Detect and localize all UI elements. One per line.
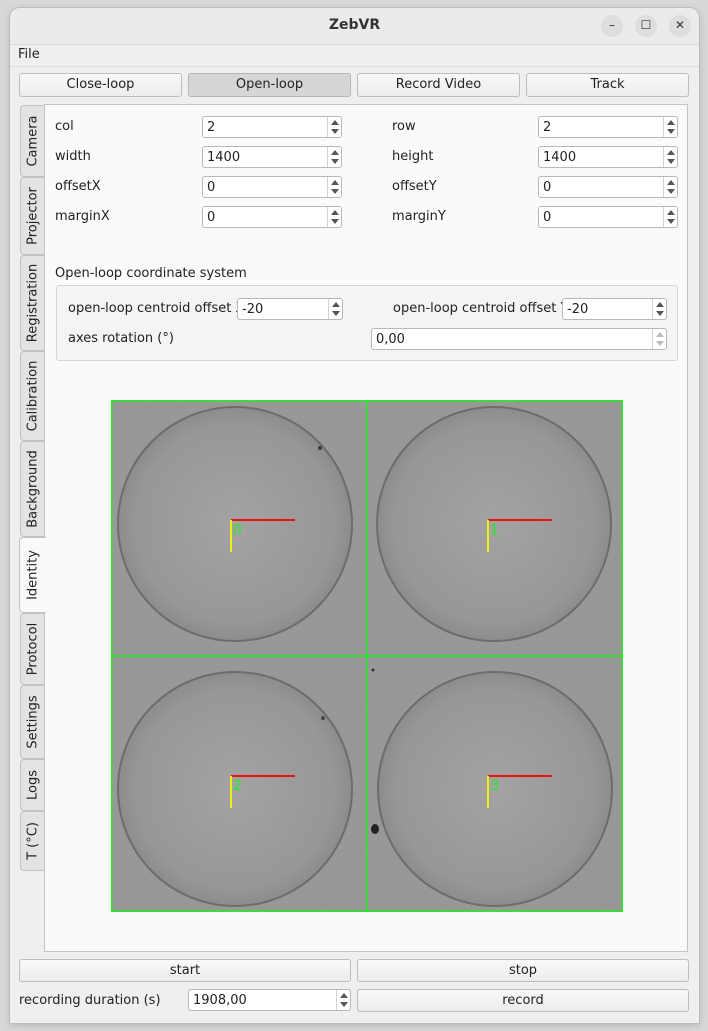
record-video-button[interactable]: Record Video — [357, 73, 520, 97]
row-spinbox[interactable]: 2 — [538, 116, 678, 138]
offsetx-label: offsetX — [55, 179, 101, 194]
well-2: 2 — [117, 671, 353, 907]
tab-projector[interactable]: Projector — [20, 177, 45, 255]
tab-calibration[interactable]: Calibration — [20, 351, 45, 441]
tab-settings[interactable]: Settings — [20, 685, 45, 759]
rotation-spinbox[interactable]: 0,00 — [371, 328, 667, 350]
close-button[interactable]: ✕ — [669, 15, 691, 37]
record-button[interactable]: record — [357, 989, 689, 1012]
centroid-x-spinbox[interactable]: -20 — [237, 298, 343, 320]
marginy-label: marginY — [392, 209, 446, 224]
centroid-y-spinbox[interactable]: -20 — [562, 298, 667, 320]
menu-bar: File — [10, 45, 699, 67]
maximize-button[interactable]: ☐ — [635, 15, 657, 37]
tab-camera[interactable]: Camera — [20, 105, 45, 177]
camera-image: 0 1 2 3 — [111, 400, 623, 912]
identity-panel: col 2 row 2 width 1400 height 1400 offse… — [44, 104, 688, 952]
tab-protocol[interactable]: Protocol — [20, 613, 45, 685]
col-spinbox[interactable]: 2 — [202, 116, 342, 138]
grid-border — [111, 400, 623, 912]
minimize-button[interactable]: – — [601, 15, 623, 37]
recording-duration-spinbox[interactable]: 1908,00 — [188, 989, 351, 1011]
well-3: 3 — [377, 671, 613, 907]
well-3-id: 3 — [490, 778, 499, 794]
offsetx-spinbox[interactable]: 0 — [202, 176, 342, 198]
width-spinbox[interactable]: 1400 — [202, 146, 342, 168]
well-0: 0 — [117, 406, 353, 642]
well-0-id: 0 — [233, 522, 242, 538]
start-button[interactable]: start — [19, 959, 351, 982]
tab-registration[interactable]: Registration — [20, 255, 45, 351]
window-title: ZebVR — [328, 17, 381, 33]
width-label: width — [55, 149, 91, 164]
offsety-label: offsetY — [392, 179, 437, 194]
wells-grid-svg: 0 1 2 3 — [111, 400, 623, 912]
col-label: col — [55, 119, 74, 134]
marginx-label: marginX — [55, 209, 110, 224]
open-loop-button[interactable]: Open-loop — [188, 73, 351, 97]
debris-spot — [371, 824, 379, 834]
app-window: ZebVR – ☐ ✕ File Close-loop Open-loop Re… — [10, 8, 699, 1023]
height-label: height — [392, 149, 434, 164]
openloop-section-title: Open-loop coordinate system — [55, 266, 247, 281]
marginx-spinbox[interactable]: 0 — [202, 206, 342, 228]
centroid-y-label: open-loop centroid offset Y — [393, 301, 569, 316]
well-1: 1 — [376, 406, 612, 642]
well-2-id: 2 — [233, 778, 242, 794]
stop-button[interactable]: stop — [357, 959, 689, 982]
tab-temperature[interactable]: T (°C) — [20, 811, 45, 871]
menu-file[interactable]: File — [18, 47, 40, 62]
tab-logs[interactable]: Logs — [20, 759, 45, 811]
marginy-spinbox[interactable]: 0 — [538, 206, 678, 228]
title-bar: ZebVR – ☐ ✕ — [10, 8, 699, 45]
recording-duration-label: recording duration (s) — [19, 993, 161, 1008]
track-button[interactable]: Track — [526, 73, 689, 97]
tab-identity[interactable]: Identity — [19, 537, 46, 613]
well-1-id: 1 — [490, 522, 499, 538]
tab-background[interactable]: Background — [20, 441, 45, 537]
row-label: row — [392, 119, 416, 134]
close-loop-button[interactable]: Close-loop — [19, 73, 182, 97]
offsety-spinbox[interactable]: 0 — [538, 176, 678, 198]
height-spinbox[interactable]: 1400 — [538, 146, 678, 168]
rotation-label: axes rotation (°) — [68, 331, 174, 346]
centroid-x-label: open-loop centroid offset X — [68, 301, 245, 316]
openloop-group: open-loop centroid offset X -20 open-loo… — [56, 285, 678, 361]
